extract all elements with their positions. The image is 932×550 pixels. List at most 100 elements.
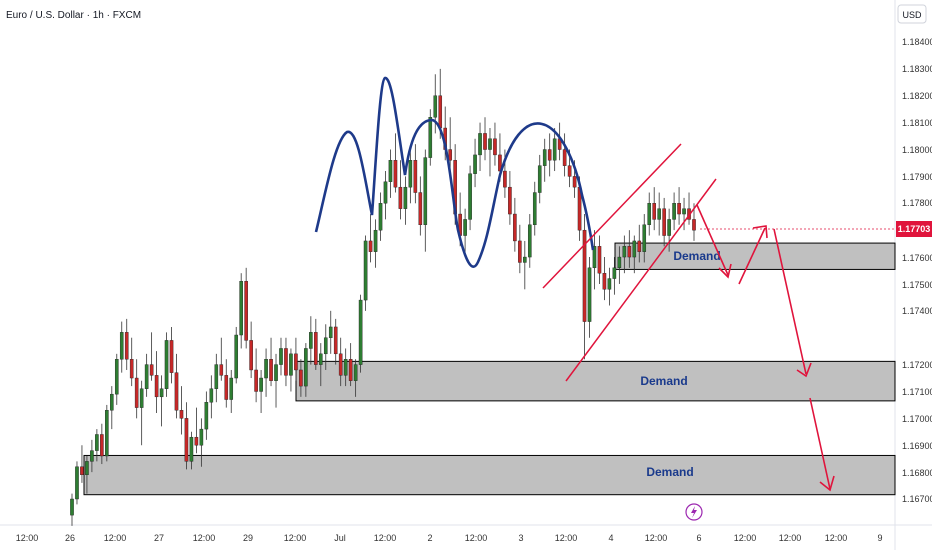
candle-up — [90, 450, 94, 462]
y-tick-label: 1.17800 — [902, 198, 932, 208]
demand-zone-label: Demand — [640, 374, 687, 388]
x-tick-label: 26 — [65, 533, 75, 543]
candle-up — [309, 332, 313, 349]
head-shoulders-wave[interactable] — [314, 76, 595, 269]
candle-down — [393, 160, 398, 188]
y-tick-label: 1.17400 — [902, 306, 932, 316]
candle-up — [617, 256, 622, 269]
demand-zone-rect[interactable] — [83, 454, 896, 496]
x-tick-label: 12:00 — [645, 533, 668, 543]
candle-down — [249, 340, 253, 371]
candle-up — [234, 334, 239, 379]
y-tick-label: 1.17500 — [902, 280, 932, 290]
candle-down — [179, 410, 184, 419]
arrow-segment — [773, 228, 807, 375]
candle-down — [547, 149, 552, 161]
candle-down — [582, 229, 587, 322]
candle-down — [333, 326, 338, 355]
candle-up — [229, 377, 234, 400]
demand-zone-label: Demand — [646, 465, 693, 479]
candles-layer — [70, 68, 696, 526]
candle-up — [542, 149, 547, 166]
channel-lower-line[interactable] — [565, 178, 717, 382]
arrow-head — [718, 263, 732, 279]
arrow-head — [819, 475, 835, 492]
candle-down — [338, 353, 343, 376]
y-tick-label: 1.17900 — [902, 172, 932, 182]
candle-up — [667, 219, 671, 236]
candle-up — [319, 353, 323, 365]
candle-up — [209, 388, 214, 403]
x-tick-label: 4 — [608, 533, 613, 543]
demand-zones[interactable] — [83, 242, 896, 496]
y-tick-label: 1.16900 — [902, 441, 932, 451]
x-tick-label: 27 — [154, 533, 164, 543]
x-tick-label: 12:00 — [104, 533, 127, 543]
candle-up — [552, 138, 557, 161]
candle-up — [343, 359, 348, 376]
lightning-icon — [691, 506, 697, 518]
arrow-segment — [809, 397, 831, 490]
candle-up — [523, 256, 527, 263]
current-price-badge — [896, 221, 932, 237]
candle-down — [184, 418, 189, 462]
candle-down — [438, 95, 443, 129]
candle-up — [488, 138, 492, 150]
currency-button[interactable] — [897, 4, 927, 24]
candle-down — [348, 359, 353, 381]
candle-up — [473, 154, 477, 174]
y-tick-label: 1.18100 — [902, 118, 932, 128]
x-axis: 12:00 26 12:00 27 12:00 29 12:00 Jul 12:… — [16, 533, 883, 543]
y-tick-label: 1.16700 — [902, 494, 932, 504]
candle-up — [358, 299, 363, 365]
candle-down — [652, 203, 656, 220]
channel-upper-line[interactable] — [542, 143, 682, 289]
candle-up — [353, 364, 358, 381]
candle-down — [448, 149, 452, 161]
demand-zone-rect[interactable] — [614, 242, 896, 270]
candle-up — [463, 219, 467, 236]
candle-down — [637, 240, 642, 252]
candle-up — [632, 240, 637, 258]
candle-up — [642, 224, 647, 252]
candle-up — [214, 364, 219, 389]
x-tick-label: 12:00 — [284, 533, 307, 543]
arrow-segment — [738, 227, 766, 285]
candle-up — [532, 192, 537, 226]
candle-down — [194, 436, 199, 446]
candle-up — [383, 181, 388, 204]
candle-up — [672, 203, 676, 220]
candle-down — [567, 165, 572, 177]
candle-down — [602, 272, 607, 290]
candle-up — [607, 278, 612, 290]
x-tick-label: 12:00 — [555, 533, 578, 543]
candle-up — [647, 203, 652, 225]
candle-down — [174, 372, 179, 411]
candle-up — [304, 348, 308, 387]
candle-up — [259, 377, 263, 392]
candle-up — [110, 393, 114, 411]
candle-down — [269, 359, 273, 381]
candle-up — [119, 332, 124, 360]
candle-down — [513, 213, 517, 242]
candle-down — [562, 149, 567, 166]
currency-label: USD — [902, 10, 922, 20]
candle-down — [597, 246, 602, 274]
candle-down — [149, 364, 154, 376]
projection-arrows[interactable] — [696, 204, 835, 492]
candle-up — [239, 281, 243, 336]
demand-zone-rect[interactable] — [295, 360, 896, 402]
candle-up — [139, 388, 144, 408]
candle-up — [85, 461, 89, 476]
candle-up — [75, 466, 79, 500]
candle-up — [323, 337, 328, 355]
candle-down — [508, 186, 512, 215]
candle-down — [503, 170, 507, 188]
candle-up — [622, 246, 627, 258]
candle-down — [413, 160, 418, 193]
x-tick-label: 9 — [877, 533, 882, 543]
x-tick-label: 12:00 — [825, 533, 848, 543]
candle-up — [70, 498, 74, 516]
